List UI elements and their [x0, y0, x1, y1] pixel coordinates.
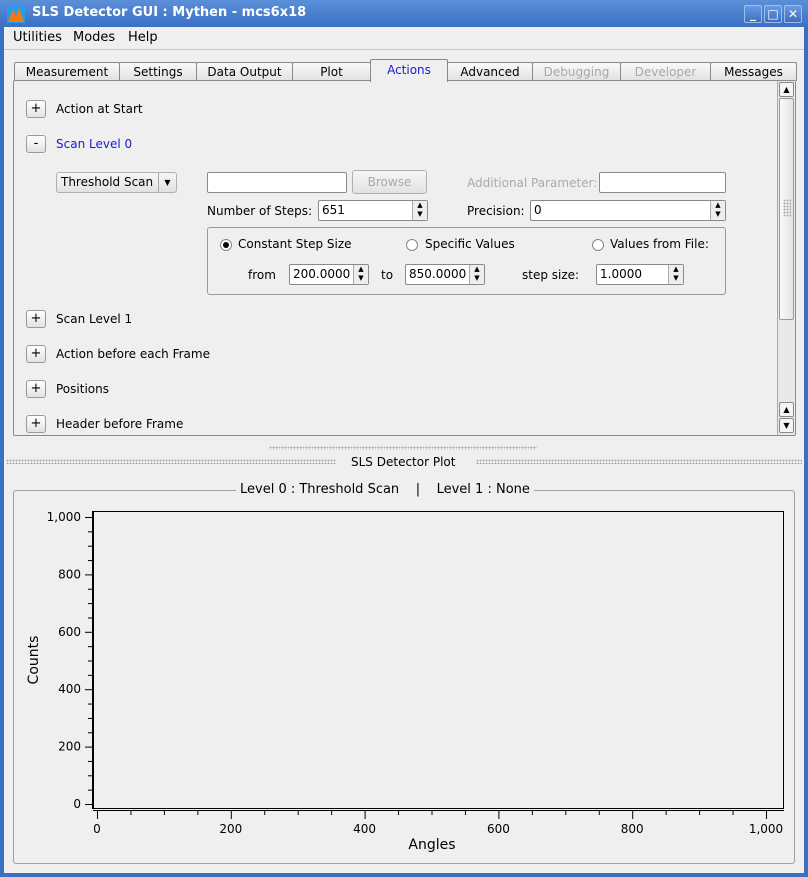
from-value: 200.0000 — [293, 267, 351, 281]
step-mode-group: Constant Step Size Specific Values Value… — [207, 227, 726, 295]
header-before-frame-label: Header before Frame — [56, 417, 184, 431]
expand-scan-level-1-button[interactable]: + — [26, 310, 46, 328]
from-label: from — [248, 268, 276, 282]
scan-type-value: Threshold Scan — [61, 175, 154, 189]
x-tick-label: 0 — [93, 822, 101, 836]
step-size-value: 1.0000 — [600, 267, 642, 281]
x-tick-label: 600 — [487, 822, 510, 836]
expand-header-before-frame-button[interactable]: + — [26, 415, 46, 433]
number-of-steps-spinbox[interactable]: 651 ▲ ▼ — [318, 200, 428, 221]
x-tick-label: 400 — [353, 822, 376, 836]
x-tick-label: 1,000 — [749, 822, 783, 836]
precision-spinbox[interactable]: 0 ▲ ▼ — [530, 200, 726, 221]
specific-values-radio[interactable] — [406, 239, 418, 251]
dock-grip[interactable] — [476, 459, 802, 464]
x-axis-label: Angles — [408, 837, 455, 853]
scan-file-input[interactable] — [207, 172, 347, 193]
scan-level-1-label: Scan Level 1 — [56, 312, 133, 326]
tab-data-output[interactable]: Data Output — [196, 62, 293, 81]
scroll-up-icon[interactable]: ▲ — [779, 402, 794, 417]
expand-action-at-start-button[interactable]: + — [26, 100, 46, 118]
title-bar: SLS Detector GUI : Mythen - mcs6x18 _ □ … — [0, 0, 808, 27]
window-title: SLS Detector GUI : Mythen - mcs6x18 — [32, 5, 307, 20]
menu-help[interactable]: Help — [128, 30, 158, 45]
step-size-label: step size: — [522, 268, 580, 282]
plot-canvas: 0 200 400 600 800 1,000 0 200 400 600 800 1,000 Cou… — [26, 510, 784, 853]
precision-value: 0 — [534, 203, 542, 217]
spin-arrows-icon[interactable]: ▲ ▼ — [469, 265, 484, 284]
y-tick-label: 600 — [58, 625, 81, 639]
y-tick-label: 0 — [73, 797, 81, 811]
values-from-file-label: Values from File: — [610, 237, 709, 251]
plot-frame — [93, 511, 784, 809]
tab-advanced[interactable]: Advanced — [447, 62, 533, 81]
spin-arrows-icon[interactable]: ▲ ▼ — [710, 201, 725, 220]
tab-developer: Developer — [620, 62, 711, 81]
splitter-handle[interactable] — [269, 446, 537, 450]
grip-icon — [783, 199, 791, 217]
action-before-frame-label: Action before each Frame — [56, 347, 210, 361]
additional-parameter-label: Additional Parameter: — [467, 176, 598, 190]
action-at-start-label: Action at Start — [56, 102, 143, 116]
x-tick-label: 200 — [219, 822, 242, 836]
menu-divider — [4, 49, 804, 50]
tab-plot[interactable]: Plot — [292, 62, 371, 81]
menu-utilities[interactable]: Utilities — [13, 30, 62, 45]
tab-measurement[interactable]: Measurement — [14, 62, 120, 81]
step-size-spinbox[interactable]: 1.0000 ▲ ▼ — [596, 264, 684, 285]
expand-positions-button[interactable]: + — [26, 380, 46, 398]
from-spinbox[interactable]: 200.0000 ▲ ▼ — [289, 264, 369, 285]
values-from-file-radio[interactable] — [592, 239, 604, 251]
main-window: Utilities Modes Help Measurement Setting… — [4, 27, 804, 873]
x-tick-label: 800 — [621, 822, 644, 836]
constant-step-size-label: Constant Step Size — [238, 237, 352, 251]
expand-action-before-frame-button[interactable]: + — [26, 345, 46, 363]
additional-parameter-input — [599, 172, 726, 193]
close-button[interactable]: ✕ — [784, 5, 802, 23]
specific-values-label: Specific Values — [425, 237, 515, 251]
number-of-steps-value: 651 — [322, 203, 345, 217]
spin-arrows-icon[interactable]: ▲ ▼ — [412, 201, 427, 220]
chevron-down-icon: ▼ — [158, 173, 176, 192]
positions-label: Positions — [56, 382, 109, 396]
dock-grip[interactable] — [6, 459, 336, 464]
scrollbar-thumb[interactable] — [779, 98, 794, 320]
plot-title: Level 0 : Threshold Scan | Level 1 : Non… — [236, 482, 534, 497]
app-logo-icon — [7, 5, 25, 23]
menu-modes[interactable]: Modes — [73, 30, 116, 45]
y-axis-label: Counts — [26, 636, 42, 685]
collapse-scan-level-0-button[interactable]: - — [26, 135, 46, 153]
y-tick-label: 800 — [58, 567, 81, 581]
precision-label: Precision: — [467, 204, 525, 218]
tab-debugging: Debugging — [532, 62, 621, 81]
to-label: to — [381, 268, 394, 282]
scan-level-0-label: Scan Level 0 — [56, 137, 133, 151]
browse-button: Browse — [352, 170, 427, 194]
y-tick-label: 400 — [58, 682, 81, 696]
spin-arrows-icon[interactable]: ▲ ▼ — [668, 265, 683, 284]
plot-dock-title: SLS Detector Plot — [351, 455, 456, 469]
scroll-down-icon[interactable]: ▼ — [779, 418, 794, 433]
maximize-button[interactable]: □ — [764, 5, 782, 23]
y-tick-label: 200 — [58, 740, 81, 754]
y-tick-label: 1,000 — [47, 510, 81, 524]
to-value: 850.0000 — [409, 267, 467, 281]
actions-panel: + Action at Start - Scan Level 0 Thresho… — [13, 80, 796, 436]
scan-type-dropdown[interactable]: Threshold Scan ▼ — [56, 172, 177, 193]
to-spinbox[interactable]: 850.0000 ▲ ▼ — [405, 264, 485, 285]
scroll-up-icon[interactable]: ▲ — [779, 82, 794, 97]
minimize-button[interactable]: _ — [744, 5, 762, 23]
spin-arrows-icon[interactable]: ▲ ▼ — [353, 265, 368, 284]
vertical-scrollbar[interactable]: ▲ ▲ ▼ — [777, 81, 794, 435]
tab-messages[interactable]: Messages — [710, 62, 797, 81]
number-of-steps-label: Number of Steps: — [207, 204, 313, 218]
constant-step-size-radio[interactable] — [220, 239, 232, 251]
tab-actions[interactable]: Actions — [370, 59, 448, 82]
